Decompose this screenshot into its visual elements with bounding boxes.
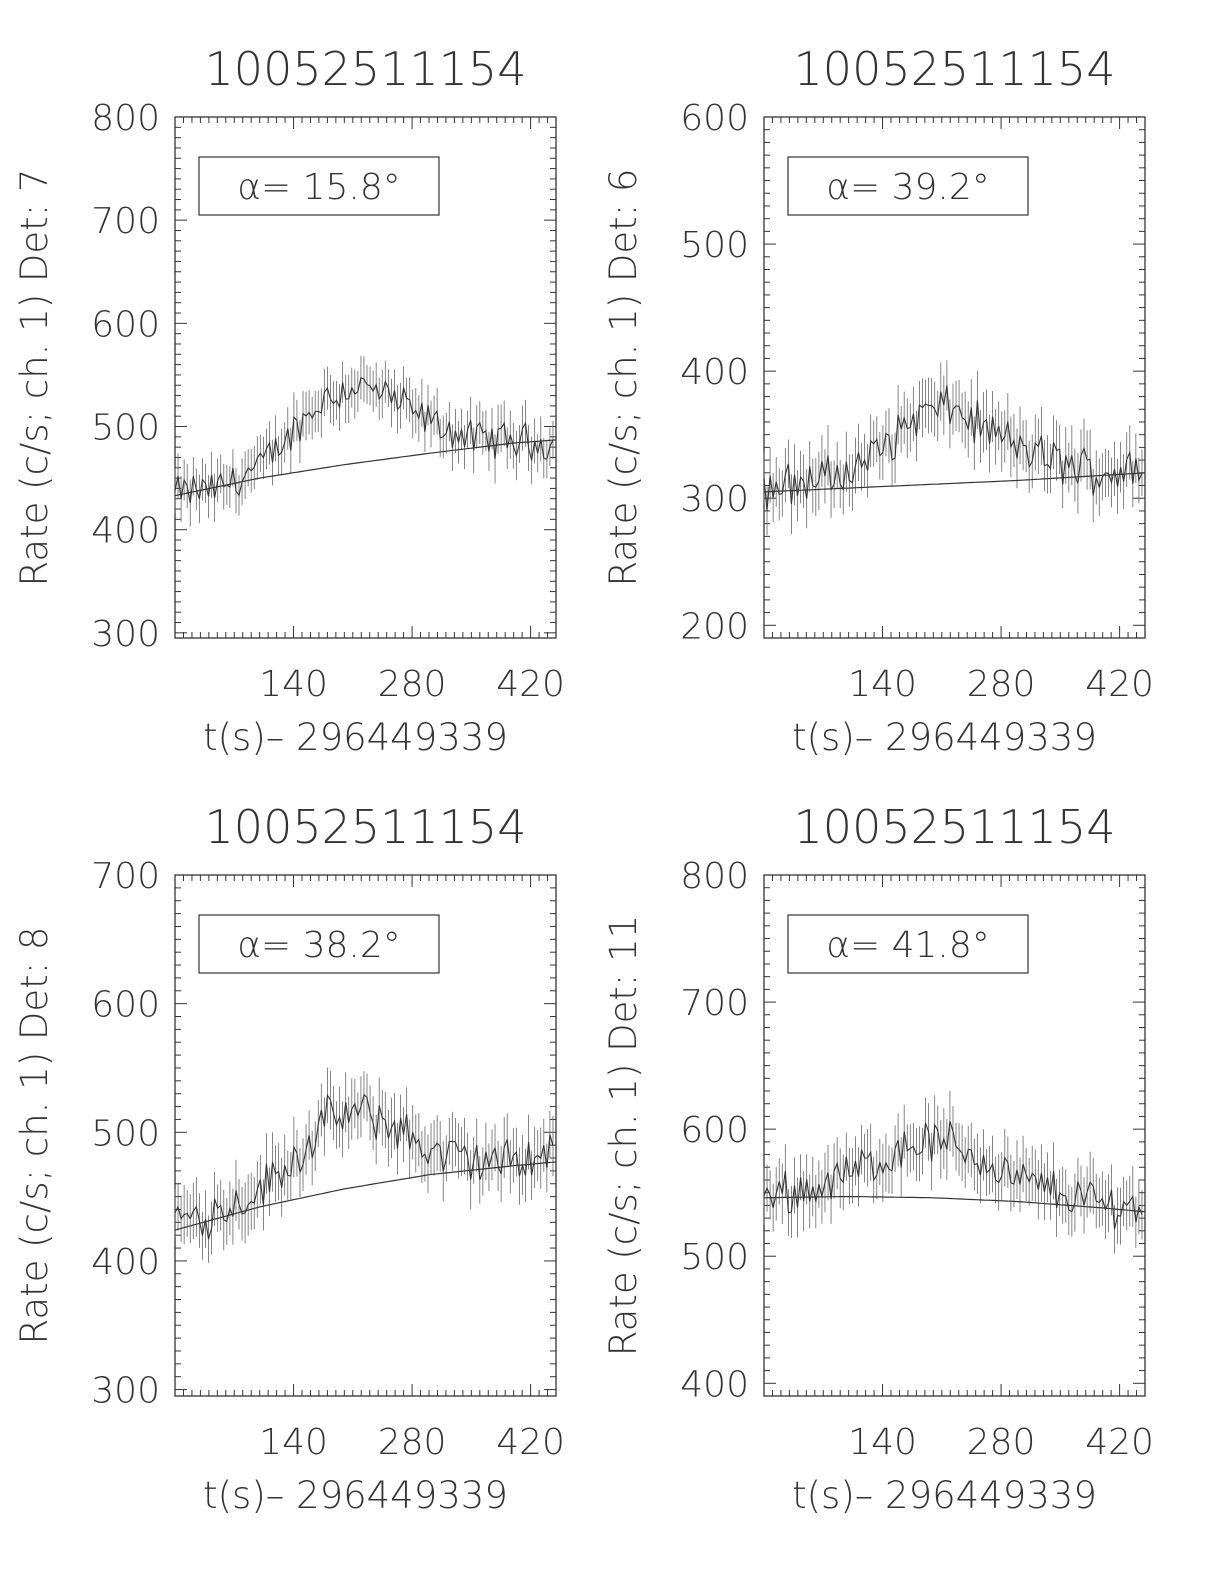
rate-data-line (174, 376, 554, 504)
y-tick-label: 400 (91, 1242, 160, 1283)
x-tick-label: 280 (378, 1422, 447, 1463)
x-tick-label: 420 (1085, 664, 1154, 705)
y-tick-label: 600 (91, 304, 160, 345)
angle-annotation-box (198, 156, 440, 216)
chart-title: 10052511154 (794, 800, 1116, 854)
x-tick-label: 280 (378, 664, 447, 705)
x-axis-label: t(s)– 296449339 (792, 1474, 1097, 1517)
y-tick-label: 300 (680, 479, 749, 520)
y-tick-label: 500 (91, 1113, 160, 1154)
y-tick-label: 700 (91, 201, 160, 242)
y-axis-label: Rate (c/s; ch. 1) Det: 7 (13, 169, 56, 587)
chart-title: 10052511154 (794, 42, 1116, 96)
rate-data-line (763, 385, 1143, 511)
x-tick-label: 140 (259, 664, 328, 705)
angle-annotation-box (198, 914, 440, 974)
chart-panel-4: 10052511154 140 280 420 400 500 600 700 800 t(s)–… (602, 800, 1154, 1517)
y-tick-label: 700 (680, 983, 749, 1024)
y-tick-label: 800 (680, 856, 749, 897)
plot-frame (763, 874, 1146, 1397)
y-axis-label: Rate (c/s; ch. 1) Det: 11 (602, 915, 645, 1356)
rate-data-line (763, 1120, 1143, 1230)
background-fit-line (174, 439, 557, 497)
x-axis-label: t(s)– 296449339 (203, 1474, 508, 1517)
y-axis-label: Rate (c/s; ch. 1) Det: 6 (602, 169, 645, 587)
y-tick-label: 400 (91, 511, 160, 552)
angle-annotation-box (787, 156, 1029, 216)
x-tick-label: 280 (967, 664, 1036, 705)
x-tick-label: 420 (496, 1422, 565, 1463)
y-tick-label: 800 (91, 98, 160, 139)
x-tick-label: 140 (848, 664, 917, 705)
background-fit-line (763, 1195, 1146, 1213)
background-fit-line (763, 472, 1146, 493)
angle-annotation: α= 39.2° (826, 167, 990, 208)
y-tick-label: 600 (680, 98, 749, 139)
y-axis-label: Rate (c/s; ch. 1) Det: 8 (13, 927, 56, 1345)
background-fit-line (174, 1161, 557, 1231)
y-tick-label: 700 (91, 856, 160, 897)
x-axis-label: t(s)– 296449339 (792, 716, 1097, 759)
chart-title: 10052511154 (205, 800, 527, 854)
y-tick-label: 200 (680, 606, 749, 647)
chart-panel-1: 10052511154 140 280 420 300 400 500 600 700 800 t(… (13, 42, 565, 759)
x-tick-label: 420 (1085, 1422, 1154, 1463)
plot-frame (174, 116, 557, 639)
x-tick-label: 140 (848, 1422, 917, 1463)
angle-annotation: α= 38.2° (237, 925, 401, 966)
plot-frame (174, 874, 557, 1397)
chart-title: 10052511154 (205, 42, 527, 96)
chart-panel-2: 10052511154 140 280 420 200 300 400 500 600 t(s)–… (602, 42, 1154, 759)
y-tick-label: 500 (680, 1237, 749, 1278)
angle-annotation-box (787, 914, 1029, 974)
y-tick-label: 600 (680, 1110, 749, 1151)
plot-frame (763, 116, 1146, 639)
rate-data-line (174, 1093, 554, 1240)
y-tick-label: 400 (680, 1364, 749, 1405)
y-tick-label: 500 (91, 408, 160, 449)
x-axis-label: t(s)– 296449339 (203, 716, 508, 759)
y-tick-label: 400 (680, 352, 749, 393)
y-tick-label: 300 (91, 614, 160, 655)
angle-annotation: α= 15.8° (237, 167, 401, 208)
chart-panel-3: 10052511154 140 280 420 300 400 500 600 700 t(s)–… (13, 800, 565, 1517)
y-tick-label: 600 (91, 985, 160, 1026)
x-tick-label: 420 (496, 664, 565, 705)
angle-annotation: α= 41.8° (826, 925, 990, 966)
x-tick-label: 280 (967, 1422, 1036, 1463)
x-tick-label: 140 (259, 1422, 328, 1463)
y-tick-label: 500 (680, 225, 749, 266)
y-tick-label: 300 (91, 1371, 160, 1412)
